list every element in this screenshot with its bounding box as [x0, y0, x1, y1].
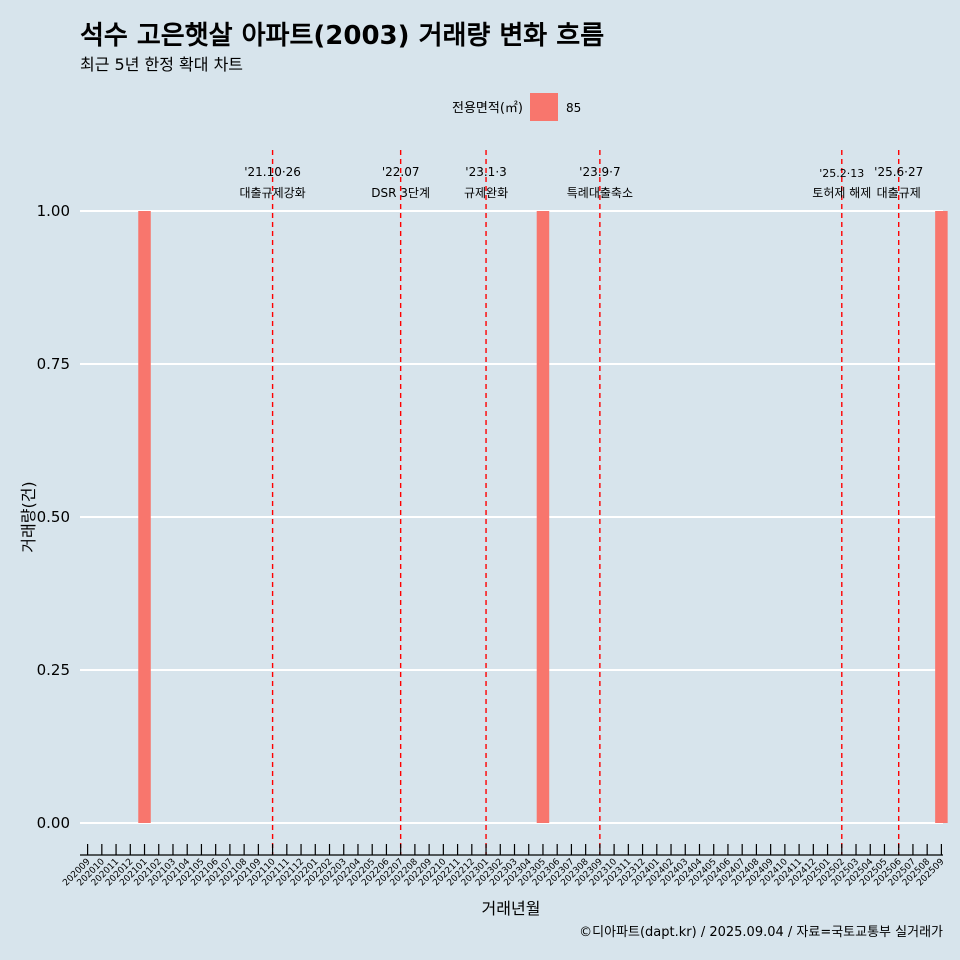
- caption: ©디아파트(dapt.kr) / 2025.09.04 / 자료=국토교통부 실…: [579, 925, 943, 940]
- y-axis-ticks: 0.00 0.25 0.50 0.75 1.00: [37, 202, 70, 832]
- annotation-date: '23.9·7: [579, 165, 620, 179]
- y-tick-label: 0.50: [37, 508, 70, 526]
- legend: 전용면적(㎡) 85: [452, 93, 581, 121]
- annotation-label: 토허제 해제: [812, 186, 871, 200]
- annotation-label: 대출규제: [877, 186, 921, 200]
- legend-label-85: 85: [566, 101, 581, 115]
- bar-202509: [935, 211, 948, 823]
- legend-key-85: [530, 93, 558, 121]
- annotation-label: 특례대출축소: [567, 186, 633, 200]
- chart-title: 석수 고은햇살 아파트(2003) 거래량 변화 흐름: [80, 21, 604, 51]
- annotation-date: '23.1·3: [465, 165, 506, 179]
- gridlines: [80, 210, 943, 824]
- y-axis-title: 거래량(건): [19, 481, 38, 552]
- y-tick-label: 0.75: [37, 355, 70, 373]
- y-tick-label: 1.00: [37, 202, 70, 220]
- bars: [138, 211, 948, 823]
- chart-subtitle: 최근 5년 한정 확대 차트: [80, 55, 243, 74]
- annotations: '21.10·26 대출규제강화 '22.07 DSR 3단계 '23.1·3 규제완화 '…: [239, 150, 923, 855]
- annotation-label: 규제완화: [464, 186, 508, 200]
- annotation-date: '25.6·27: [874, 165, 923, 179]
- annotation-date: '22.07: [382, 165, 420, 179]
- y-tick-label: 0.00: [37, 814, 70, 832]
- annotation-date: '21.10·26: [244, 165, 301, 179]
- y-tick-label: 0.25: [37, 661, 70, 679]
- x-axis-ticks: 2020092020102020112020122021012021022021…: [61, 844, 947, 888]
- x-axis-title: 거래년월: [482, 899, 541, 918]
- annotation-label: DSR 3단계: [371, 186, 430, 200]
- annotation-label: 대출규제강화: [239, 186, 305, 200]
- bar-202101: [138, 211, 151, 823]
- bar-202305: [536, 211, 550, 823]
- legend-title: 전용면적(㎡): [452, 101, 523, 116]
- annotation-date: '25.2·13: [819, 167, 864, 180]
